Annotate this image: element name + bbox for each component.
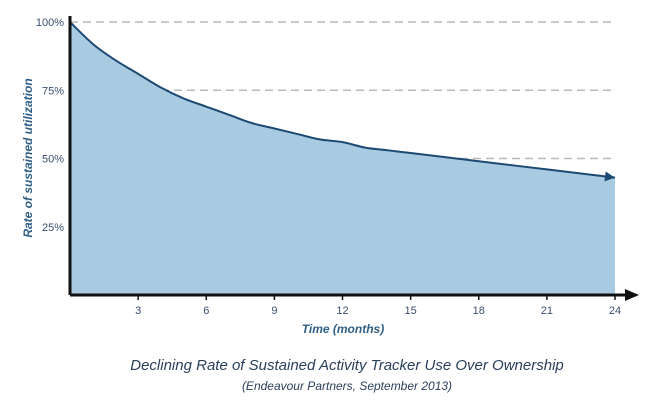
x-axis-arrow <box>625 289 639 301</box>
y-axis-title: Rate of sustained utilization <box>21 78 35 237</box>
x-tick-label-24: 24 <box>609 305 621 317</box>
series-line <box>69 21 616 179</box>
plot-area <box>69 21 616 295</box>
axes <box>68 16 639 301</box>
y-tick-label-25: 25% <box>42 222 64 234</box>
y-tick-labels: 25% 50% 75% 100% <box>36 17 64 234</box>
y-tick-label-75: 75% <box>42 85 64 97</box>
x-tick-label-21: 21 <box>541 305 553 317</box>
area-chart: 3 6 9 12 15 18 21 24 25% 50% 75% 100% Rate of sust… <box>21 16 639 336</box>
x-tick-label-18: 18 <box>473 305 485 317</box>
x-axis-title: Time (months) <box>302 322 384 336</box>
caption-source: (Endeavour Partners, September 2013) <box>241 379 453 393</box>
series-arrowhead <box>604 171 615 182</box>
x-tick-label-15: 15 <box>405 305 417 317</box>
y-tick-label-100: 100% <box>36 17 64 29</box>
x-tick-labels: 3 6 9 12 15 18 21 24 <box>135 295 621 317</box>
x-tick-label-3: 3 <box>135 305 141 317</box>
x-tick-label-9: 9 <box>271 305 277 317</box>
x-tick-label-12: 12 <box>336 305 348 317</box>
area-fill <box>70 22 615 295</box>
caption-title: Declining Rate of Sustained Activity Tra… <box>130 357 564 374</box>
x-tick-label-6: 6 <box>203 305 209 317</box>
y-tick-label-50: 50% <box>42 154 64 166</box>
